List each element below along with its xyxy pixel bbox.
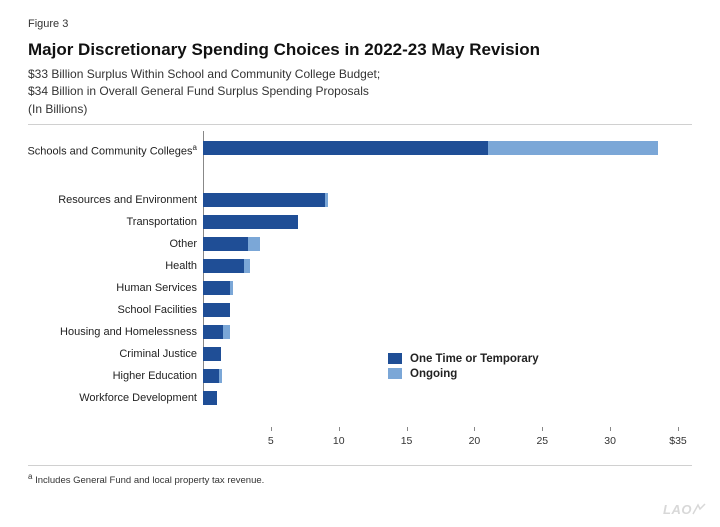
category-label: Schools and Community Collegesa (22, 141, 197, 159)
legend: One Time or Temporary Ongoing (388, 353, 539, 383)
bar-segment (230, 281, 233, 295)
footnote-text: Includes General Fund and local property… (35, 475, 264, 486)
legend-swatch (388, 368, 402, 379)
bar-segment (223, 325, 230, 339)
figure-label: Figure 3 (28, 18, 692, 30)
bar-segment (203, 259, 244, 273)
x-tick (542, 427, 543, 431)
bar-segment (203, 281, 230, 295)
x-tick (407, 427, 408, 431)
bar-segment (244, 259, 251, 273)
category-label: Other (22, 237, 197, 251)
x-tick-label: $35 (669, 435, 687, 447)
bar-segment (203, 391, 217, 405)
bar-segment (203, 369, 219, 383)
x-tick-label: 10 (333, 435, 345, 447)
bar-row (203, 325, 230, 339)
bar-segment (203, 325, 223, 339)
bar-segment (203, 193, 325, 207)
x-tick-label: 30 (604, 435, 616, 447)
bar-row (203, 391, 217, 405)
bar-row (203, 141, 658, 155)
bar-row (203, 347, 221, 361)
x-tick (610, 427, 611, 431)
category-label: School Facilities (22, 303, 197, 317)
bar-segment (325, 193, 328, 207)
legend-row: One Time or Temporary (388, 353, 539, 365)
x-tick-label: 5 (268, 435, 274, 447)
category-label: Transportation (22, 215, 197, 229)
bar-segment (203, 347, 221, 361)
bar-row (203, 303, 230, 317)
category-label: Health (22, 259, 197, 273)
chart-title: Major Discretionary Spending Choices in … (28, 40, 692, 60)
x-tick-label: 25 (536, 435, 548, 447)
divider-top (28, 124, 692, 125)
bar-segment (248, 237, 260, 251)
bar-segment (203, 141, 488, 155)
category-label: Workforce Development (22, 391, 197, 405)
chart-area: 51015202530$35 One Time or TemporaryOngo… (28, 131, 692, 461)
divider-bottom (28, 465, 692, 466)
subtitle-line-2: $34 Billion in Overall General Fund Surp… (28, 83, 692, 100)
x-tick-label: 20 (469, 435, 481, 447)
legend-row: Ongoing (388, 368, 539, 380)
legend-label: Ongoing (410, 368, 457, 380)
x-axis: 51015202530$35 (203, 431, 678, 432)
category-label: Housing and Homelessness (22, 325, 197, 339)
bar-row (203, 369, 222, 383)
legend-label: One Time or Temporary (410, 353, 539, 365)
category-label: Criminal Justice (22, 347, 197, 361)
category-label: Higher Education (22, 369, 197, 383)
category-label: Resources and Environment (22, 193, 197, 207)
bar-segment (203, 215, 298, 229)
x-tick (339, 427, 340, 431)
x-tick-label: 15 (401, 435, 413, 447)
bar-row (203, 215, 298, 229)
bar-row (203, 193, 328, 207)
plot-region (203, 131, 678, 431)
bar-segment (203, 303, 230, 317)
watermark: LAO (663, 502, 706, 517)
bar-row (203, 259, 250, 273)
bar-segment (203, 237, 248, 251)
x-tick (271, 427, 272, 431)
bar-row (203, 281, 233, 295)
legend-swatch (388, 353, 402, 364)
subtitle-line-1: $33 Billion Surplus Within School and Co… (28, 66, 692, 83)
bar-row (203, 237, 260, 251)
category-label: Human Services (22, 281, 197, 295)
footnote: a Includes General Fund and local proper… (28, 472, 692, 486)
x-tick (474, 427, 475, 431)
units-label: (In Billions) (28, 102, 692, 116)
bar-segment (219, 369, 222, 383)
bar-segment (488, 141, 658, 155)
x-tick (678, 427, 679, 431)
